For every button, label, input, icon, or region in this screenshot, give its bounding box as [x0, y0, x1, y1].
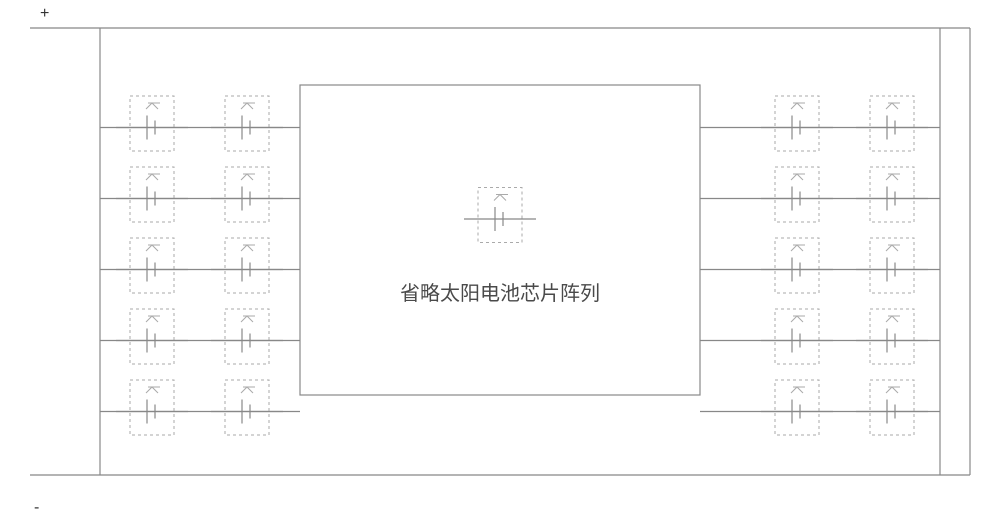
svg-text:-: - — [34, 499, 39, 516]
solar-cell-array-diagram: + - 省略太阳电池芯片阵列 — [0, 0, 1000, 524]
svg-text:+: + — [40, 5, 49, 22]
svg-text:省略太阳电池芯片阵列: 省略太阳电池芯片阵列 — [400, 282, 600, 305]
